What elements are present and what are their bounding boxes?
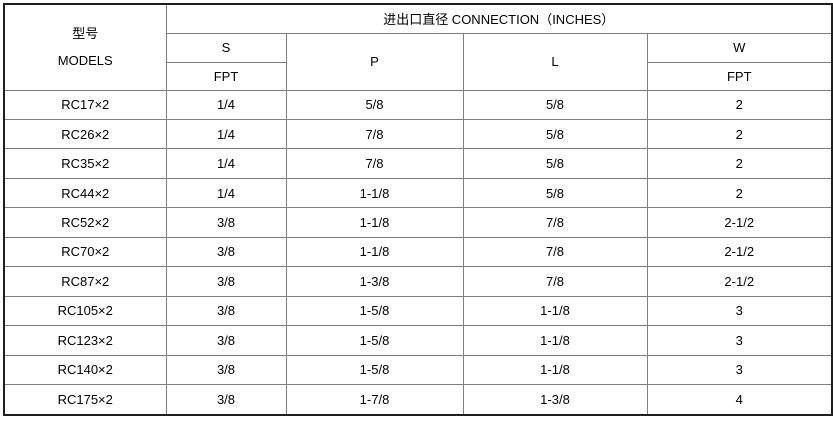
cell-l: 7/8 [462, 236, 648, 268]
cell-l: 1-3/8 [462, 384, 648, 416]
table-row: RC105×2 3/8 1-5/8 1-1/8 3 [3, 295, 833, 327]
cell-p: 1-7/8 [285, 384, 464, 416]
cell-p: 1-5/8 [285, 295, 464, 327]
cell-l: 7/8 [462, 207, 648, 238]
cell-model: RC26×2 [3, 118, 167, 150]
table-row: RC123×2 3/8 1-5/8 1-1/8 3 [3, 325, 833, 356]
table-row: RC70×2 3/8 1-1/8 7/8 2-1/2 [3, 236, 833, 268]
table-row: RC87×2 3/8 1-3/8 7/8 2-1/2 [3, 266, 833, 297]
cell-s: 3/8 [165, 236, 287, 268]
cell-s: 3/8 [165, 384, 287, 416]
cell-w: 2-1/2 [646, 266, 833, 297]
cell-p: 1-5/8 [285, 325, 464, 356]
cell-w: 4 [646, 384, 833, 416]
cell-s: 3/8 [165, 354, 287, 386]
table-row: RC44×2 1/4 1-1/8 5/8 2 [3, 177, 833, 209]
cell-s: 3/8 [165, 207, 287, 238]
cell-p: 5/8 [285, 89, 464, 120]
cell-model: RC123×2 [3, 325, 167, 356]
table-row: RC26×2 1/4 7/8 5/8 2 [3, 118, 833, 150]
table-row: RC35×2 1/4 7/8 5/8 2 [3, 148, 833, 179]
col-header-l: L [462, 32, 648, 91]
cell-w: 2-1/2 [646, 236, 833, 268]
cell-l: 5/8 [462, 89, 648, 120]
cell-model: RC52×2 [3, 207, 167, 238]
cell-p: 7/8 [285, 148, 464, 179]
col-header-w-fpt: FPT [646, 61, 833, 91]
cell-l: 7/8 [462, 266, 648, 297]
cell-s: 3/8 [165, 266, 287, 297]
cell-p: 1-1/8 [285, 236, 464, 268]
cell-w: 2 [646, 177, 833, 209]
cell-model: RC140×2 [3, 354, 167, 386]
table-row: RC175×2 3/8 1-7/8 1-3/8 4 [3, 384, 833, 416]
cell-model: RC35×2 [3, 148, 167, 179]
cell-l: 1-1/8 [462, 325, 648, 356]
cell-model: RC44×2 [3, 177, 167, 209]
cell-s: 1/4 [165, 177, 287, 209]
cell-w: 2 [646, 118, 833, 150]
cell-s: 1/4 [165, 118, 287, 150]
model-header-cell: 型号 MODELS [3, 3, 167, 91]
cell-w: 2 [646, 89, 833, 120]
cell-l: 5/8 [462, 118, 648, 150]
cell-p: 1-1/8 [285, 177, 464, 209]
cell-w: 3 [646, 295, 833, 327]
cell-s: 3/8 [165, 295, 287, 327]
cell-model: RC17×2 [3, 89, 167, 120]
cell-model: RC175×2 [3, 384, 167, 416]
cell-l: 1-1/8 [462, 354, 648, 386]
table-row: RC140×2 3/8 1-5/8 1-1/8 3 [3, 354, 833, 386]
cell-l: 5/8 [462, 177, 648, 209]
header-row-sub: FPT FPT [4, 61, 833, 91]
col-header-s: S [165, 32, 287, 63]
connection-header-cell: 进出口直径 CONNECTION（INCHES） [165, 3, 833, 34]
col-header-w: W [646, 32, 833, 63]
cell-s: 3/8 [165, 325, 287, 356]
model-header-en: MODELS [57, 52, 113, 68]
cell-w: 2 [646, 148, 833, 179]
header-row-cols: S P L W [4, 32, 833, 91]
cell-l: 1-1/8 [462, 295, 648, 327]
cell-p: 1-1/8 [285, 207, 464, 238]
cell-model: RC105×2 [3, 295, 167, 327]
col-header-p: P [285, 32, 464, 91]
cell-w: 3 [646, 354, 833, 386]
header-row-top: 型号 MODELS 进出口直径 CONNECTION（INCHES） [3, 3, 833, 91]
table-row: RC52×2 3/8 1-1/8 7/8 2-1/2 [3, 207, 833, 238]
cell-s: 1/4 [165, 148, 287, 179]
cell-s: 1/4 [165, 89, 287, 120]
cell-p: 1-5/8 [285, 354, 464, 386]
cell-p: 1-3/8 [285, 266, 464, 297]
cell-w: 3 [646, 325, 833, 356]
col-header-s-fpt: FPT [165, 61, 287, 91]
model-header-zh: 型号 [72, 25, 99, 41]
cell-p: 7/8 [285, 118, 464, 150]
table-row: RC17×2 1/4 5/8 5/8 2 [3, 89, 833, 120]
cell-model: RC87×2 [3, 266, 167, 297]
cell-model: RC70×2 [3, 236, 167, 268]
connection-spec-table: 型号 MODELS 进出口直径 CONNECTION（INCHES） S P L… [3, 3, 833, 416]
cell-w: 2-1/2 [646, 207, 833, 238]
cell-l: 5/8 [462, 148, 648, 179]
